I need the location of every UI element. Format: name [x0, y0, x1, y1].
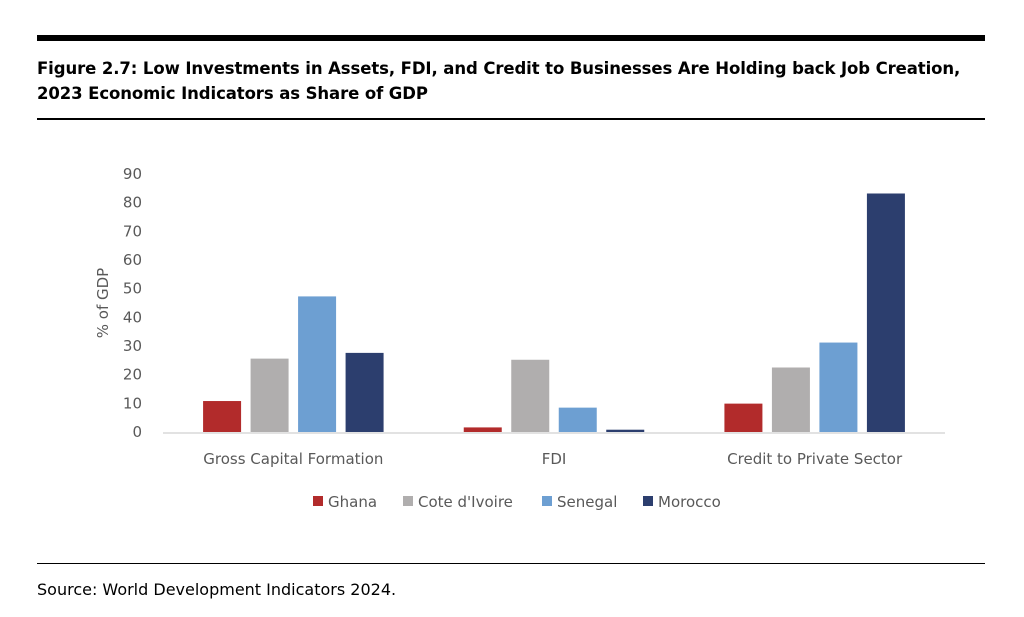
legend-swatch — [403, 496, 413, 506]
y-axis-ticks: 0 10 20 30 40 50 60 70 80 90 — [123, 165, 142, 441]
y-tick-label: 40 — [123, 308, 142, 326]
y-tick-label: 60 — [123, 251, 142, 269]
y-axis-label: % of GDP — [94, 268, 112, 338]
legend-label: Cote d'Ivoire — [418, 493, 513, 511]
category-label: Credit to Private Sector — [727, 450, 903, 468]
figure-title-line-2: 2023 Economic Indicators as Share of GDP — [37, 84, 428, 103]
legend-label: Morocco — [658, 493, 721, 511]
legend-swatch — [313, 496, 323, 506]
bar-cote-d-ivoire-1 — [511, 359, 550, 432]
legend-label: Ghana — [328, 493, 377, 511]
bar-ghana-2 — [724, 403, 763, 432]
bar-ghana-0 — [203, 401, 242, 432]
bar-morocco-0 — [345, 352, 384, 432]
legend-label: Senegal — [557, 493, 617, 511]
bars-group — [203, 193, 905, 432]
bar-cote-d-ivoire-2 — [771, 367, 810, 432]
y-tick-label: 20 — [123, 366, 142, 384]
y-tick-label: 50 — [123, 280, 142, 298]
bar-cote-d-ivoire-0 — [250, 358, 289, 432]
category-label: FDI — [542, 450, 567, 468]
y-tick-label: 80 — [123, 194, 142, 212]
figure-title: Figure 2.7: Low Investments in Assets, F… — [37, 56, 987, 106]
figure-title-line-1: Figure 2.7: Low Investments in Assets, F… — [37, 59, 961, 78]
bar-morocco-1 — [606, 429, 645, 432]
legend-swatch — [542, 496, 552, 506]
y-tick-label: 90 — [123, 165, 142, 183]
bar-chart: 0 10 20 30 40 50 60 70 80 90 % of GDP Gross Capit… — [94, 165, 945, 511]
top-rule — [37, 35, 985, 41]
y-tick-label: 10 — [123, 394, 142, 412]
y-tick-label: 70 — [123, 222, 142, 240]
bar-senegal-0 — [298, 296, 337, 432]
source-rule — [37, 563, 985, 564]
y-tick-label: 30 — [123, 337, 142, 355]
bar-senegal-1 — [558, 407, 597, 432]
bar-morocco-2 — [866, 193, 905, 432]
bar-senegal-2 — [819, 342, 858, 432]
y-tick-label: 0 — [132, 423, 142, 441]
category-label: Gross Capital Formation — [203, 450, 383, 468]
legend-swatch — [643, 496, 653, 506]
category-labels: Gross Capital Formation FDI Credit to Priv… — [203, 450, 903, 468]
bar-ghana-1 — [463, 427, 502, 432]
source-note: Source: World Development Indicators 202… — [37, 580, 397, 599]
title-rule — [37, 118, 985, 120]
legend: Ghana Cote d'Ivoire Senegal Morocco — [313, 493, 721, 511]
